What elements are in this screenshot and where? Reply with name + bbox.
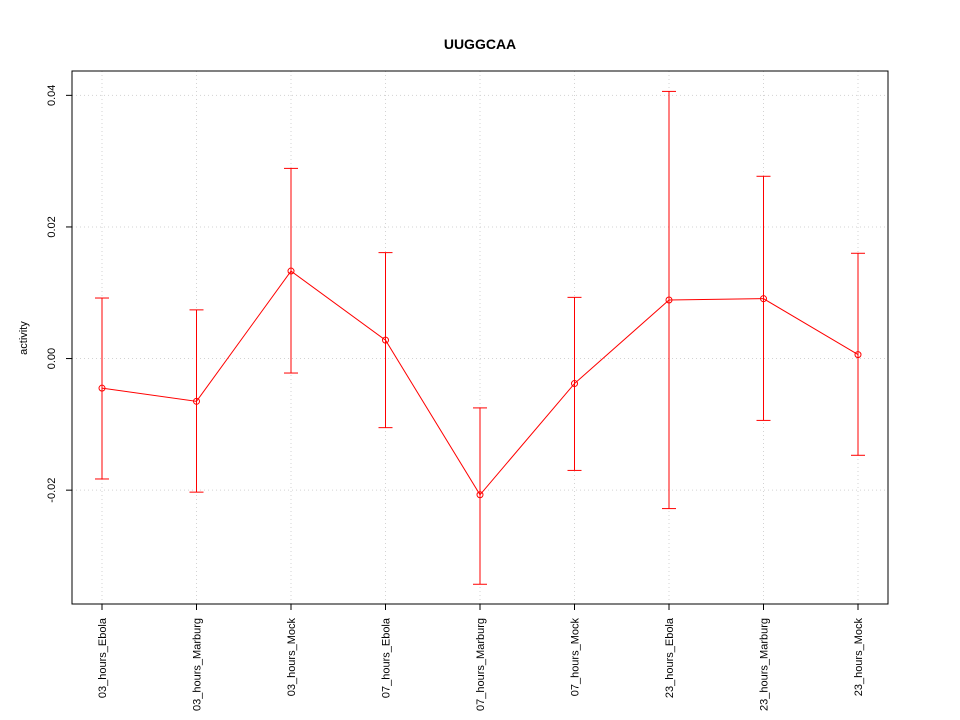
data-point [854,351,862,359]
data-point [382,336,389,344]
x-tick-label: 23_hours_Mock [853,618,865,697]
x-axis: 03_hours_Ebola 03_hours_Marburg 03_hours_M… [97,603,865,711]
series [98,267,862,499]
data-point [98,384,106,392]
y-tick-label: 0.00 [46,348,58,369]
data-point [665,296,673,304]
data-point [287,267,295,275]
y-tick-label: 0.04 [46,85,58,106]
x-tick-label: 23_hours_Ebola [664,617,676,698]
x-tick-label: 03_hours_Ebola [97,617,109,698]
error-bars [95,90,865,585]
data-point [760,295,767,303]
y-tick-label: 0.02 [46,216,58,237]
data-point [571,380,578,388]
y-axis: -0.02 0.00 0.02 0.04 [46,85,73,503]
chart-title: UUGGCAA [444,36,516,52]
y-axis-label: activity [18,321,30,355]
y-tick-label: -0.02 [46,478,58,503]
data-point [476,491,484,499]
x-tick-label: 07_hours_Marburg [475,618,487,711]
x-tick-label: 07_hours_Ebola [381,617,393,698]
x-tick-label: 03_hours_Mock [286,618,298,697]
x-tick-label: 23_hours_Marburg [759,618,771,711]
data-point [193,397,200,405]
x-tick-label: 07_hours_Mock [570,618,582,697]
x-tick-label: 03_hours_Marburg [192,618,204,711]
series-line [101,270,859,496]
